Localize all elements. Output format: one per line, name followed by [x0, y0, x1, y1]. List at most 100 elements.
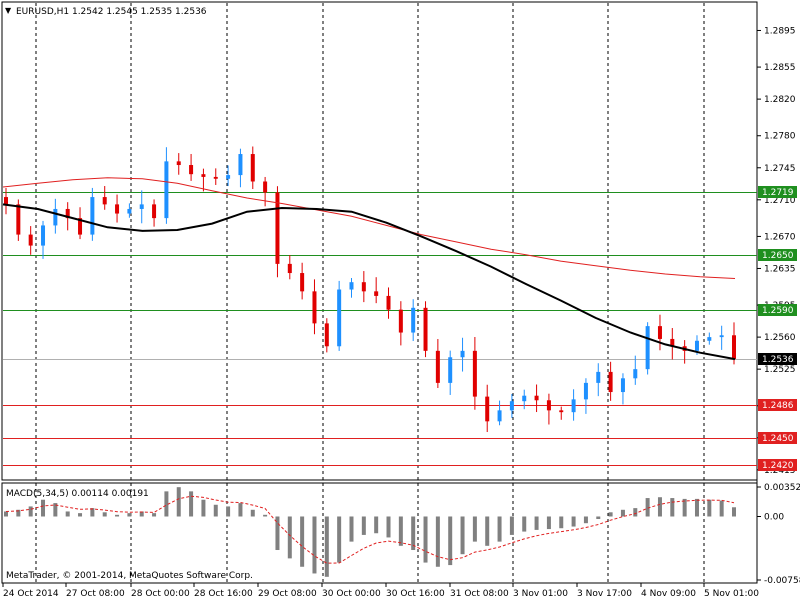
candle — [287, 255, 292, 280]
price-tick-label: 1.2525 — [764, 365, 796, 375]
price-tick-label: 1.2895 — [764, 26, 796, 36]
level-badge-5-bg — [758, 459, 797, 471]
time-tick-label: 24 Oct 2014 — [3, 589, 59, 599]
macd-bar — [90, 508, 95, 517]
candle — [139, 190, 144, 224]
macd-bar — [423, 516, 428, 563]
candle — [546, 393, 551, 425]
candle-body — [152, 204, 157, 219]
price-tick-label: 1.2780 — [764, 132, 796, 142]
macd-bar — [238, 503, 243, 517]
candle — [620, 373, 625, 405]
candle-body — [337, 289, 342, 347]
candle — [349, 278, 354, 298]
candle — [435, 339, 440, 388]
candle — [127, 203, 132, 218]
candle — [374, 277, 379, 304]
candle-body — [719, 335, 724, 338]
candle-body — [102, 197, 107, 205]
candle-body — [608, 371, 613, 393]
level-badge-2-bg — [758, 304, 797, 316]
macd-bar — [287, 516, 292, 559]
macd-bar — [670, 498, 675, 517]
macd-bar — [176, 487, 181, 517]
candle — [670, 328, 675, 360]
macd-bar — [546, 516, 551, 530]
candle — [102, 186, 107, 210]
price-tick-label: 1.2670 — [764, 232, 796, 242]
candle — [90, 187, 95, 241]
candle — [398, 301, 403, 346]
candle-body — [374, 291, 379, 296]
candle — [115, 194, 120, 223]
candle — [238, 148, 243, 188]
macd-bar — [275, 516, 280, 551]
time-tick-label: 3 Nov 01:00 — [513, 589, 568, 599]
macd-bar — [497, 516, 502, 542]
level-badge-1-label: 1.2650 — [762, 251, 794, 261]
macd-bar — [398, 516, 403, 546]
candle-body — [571, 399, 576, 413]
price-tick-label: 1.2560 — [764, 333, 796, 343]
candle — [275, 186, 280, 278]
macd-header: MACD(5,34,5) 0.00114 0.00191 — [6, 489, 149, 499]
macd-bar — [4, 511, 8, 517]
level-badge-3-bg — [758, 399, 797, 411]
price-tick-label: 1.2745 — [764, 164, 796, 174]
candle-body — [226, 175, 231, 179]
macd-bar — [102, 512, 107, 517]
time-tick-label: 28 Oct 16:00 — [194, 589, 253, 599]
candle — [53, 198, 58, 234]
chart-menu-icon[interactable]: ▼ — [5, 6, 12, 15]
moving-averages — [2, 177, 736, 361]
candle — [189, 153, 194, 181]
macd-bar — [608, 512, 613, 517]
candle — [312, 279, 317, 335]
price-tick-label: 1.2710 — [764, 196, 796, 206]
candle-body — [28, 234, 33, 246]
time-tick-label: 3 Nov 17:00 — [577, 589, 632, 599]
candle-body — [275, 192, 280, 264]
current-price-badge-label: 1.2536 — [762, 355, 794, 365]
candle-body — [65, 208, 70, 219]
candle-body — [497, 410, 502, 422]
candle-body — [41, 225, 46, 246]
candle — [213, 168, 218, 185]
macd-bar — [472, 516, 477, 542]
candle — [4, 188, 8, 215]
candle-body — [324, 323, 329, 347]
macd-bar — [349, 516, 354, 542]
candle-body — [176, 161, 181, 166]
macd-bar — [312, 516, 317, 574]
macd-bar — [732, 507, 736, 517]
candle — [657, 314, 662, 351]
candle-body — [386, 295, 391, 310]
macd-bar — [707, 499, 712, 517]
candle — [633, 355, 638, 385]
macd-bar — [201, 499, 206, 517]
macd-bar — [534, 516, 539, 530]
candle-body — [657, 326, 662, 339]
candle — [608, 361, 613, 401]
macd-bar — [596, 516, 601, 520]
candlesticks[interactable] — [4, 146, 736, 433]
candle — [176, 153, 181, 175]
candle-body — [16, 204, 21, 235]
candle — [497, 400, 502, 426]
macd-bar — [620, 509, 625, 517]
macd-bar — [28, 506, 33, 517]
candle-body — [411, 307, 416, 333]
candle — [719, 325, 724, 350]
candle-body — [509, 401, 514, 411]
level-badge-0-label: 1.2719 — [762, 188, 794, 198]
macd-bar — [682, 498, 687, 517]
macd-tick-label: -0.00758 — [764, 576, 800, 586]
candle — [645, 322, 650, 375]
macd-bar — [571, 516, 576, 527]
candle — [361, 271, 366, 303]
candle — [472, 337, 477, 410]
candle — [423, 301, 428, 358]
macd-bar — [65, 511, 70, 517]
